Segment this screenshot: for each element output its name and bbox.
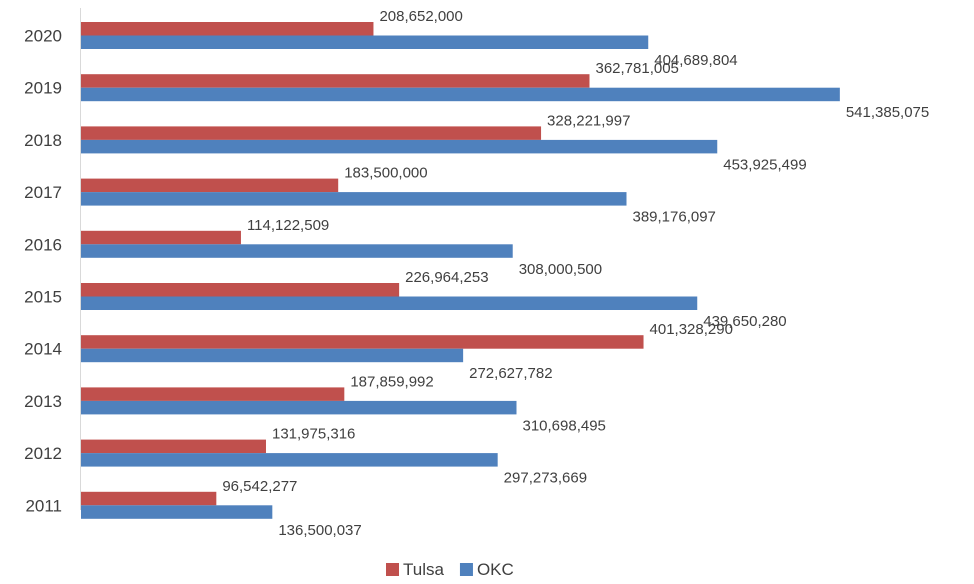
legend-swatch-tulsa xyxy=(386,563,399,576)
y-axis-tick-labels: 2020 2019 2018 2017 2016 2015 2014 2013 2012 2011 xyxy=(24,27,62,516)
legend-label-tulsa: Tulsa xyxy=(403,560,444,579)
y-tick-label-2014: 2014 xyxy=(24,340,62,359)
bar-okc-2013 xyxy=(81,400,517,415)
data-label-tulsa-2012: 131,975,316 xyxy=(272,426,355,443)
y-tick-label-2016: 2016 xyxy=(24,235,62,254)
bar-tulsa-2011 xyxy=(81,491,217,506)
data-label-tulsa-2014: 401,328,290 xyxy=(650,321,733,338)
y-tick-label-2020: 2020 xyxy=(24,27,62,46)
y-tick-label-2018: 2018 xyxy=(24,131,62,150)
data-label-okc-2015: 439,650,280 xyxy=(703,313,786,330)
data-label-tulsa-2017: 183,500,000 xyxy=(344,165,427,182)
bar-tulsa-2013 xyxy=(81,387,345,401)
legend-swatch-okc xyxy=(459,563,473,576)
bar-okc-2019 xyxy=(81,87,840,102)
data-label-okc-2013: 310,698,495 xyxy=(522,417,605,434)
y-tick-label-2013: 2013 xyxy=(24,392,62,411)
data-label-tulsa-2015: 226,964,253 xyxy=(405,269,488,286)
data-label-tulsa-2019: 362,781,005 xyxy=(595,60,678,77)
data-label-okc-2020: 404,689,804 xyxy=(654,52,737,69)
y-tick-label-2012: 2012 xyxy=(24,444,62,463)
y-tick-label-2011: 2011 xyxy=(25,496,62,515)
legend: Tulsa OKC xyxy=(386,560,514,579)
bar-tulsa-2016 xyxy=(81,230,241,245)
bar-tulsa-2020 xyxy=(81,22,374,36)
legend-label-okc: OKC xyxy=(477,560,514,579)
bar-okc-2017 xyxy=(81,192,627,206)
y-tick-label-2019: 2019 xyxy=(24,79,62,98)
data-label-okc-2011: 136,500,037 xyxy=(278,522,361,539)
data-label-okc-2019: 541,385,075 xyxy=(846,104,929,121)
data-label-tulsa-2018: 328,221,997 xyxy=(547,112,630,129)
data-label-okc-2017: 389,176,097 xyxy=(632,209,715,226)
bar-okc-2018 xyxy=(81,139,718,154)
data-label-tulsa-2013: 187,859,992 xyxy=(350,373,433,390)
y-tick-label-2017: 2017 xyxy=(24,183,62,202)
bar-tulsa-2019 xyxy=(81,74,590,88)
bar-tulsa-2017 xyxy=(81,178,339,193)
bar-okc-2012 xyxy=(81,453,498,467)
data-label-okc-2012: 297,273,669 xyxy=(504,470,587,487)
bar-tulsa-2012 xyxy=(81,439,266,454)
data-label-tulsa-2011: 96,542,277 xyxy=(222,478,297,495)
bar-okc-2016 xyxy=(81,244,513,258)
bar-okc-2020 xyxy=(81,35,649,49)
bars-group xyxy=(81,22,840,519)
data-label-okc-2018: 453,925,499 xyxy=(723,156,806,173)
bar-okc-2014 xyxy=(81,348,464,363)
data-label-tulsa-2020: 208,652,000 xyxy=(379,8,462,25)
data-label-tulsa-2016: 114,122,509 xyxy=(247,217,329,234)
bar-tulsa-2018 xyxy=(81,126,542,140)
bar-okc-2011 xyxy=(81,505,273,519)
data-label-okc-2014: 272,627,782 xyxy=(469,365,552,382)
bar-okc-2015 xyxy=(81,296,698,310)
bar-tulsa-2015 xyxy=(81,283,400,297)
bar-tulsa-2014 xyxy=(81,335,644,349)
data-label-okc-2016: 308,000,500 xyxy=(519,261,602,278)
y-tick-label-2015: 2015 xyxy=(24,288,62,307)
